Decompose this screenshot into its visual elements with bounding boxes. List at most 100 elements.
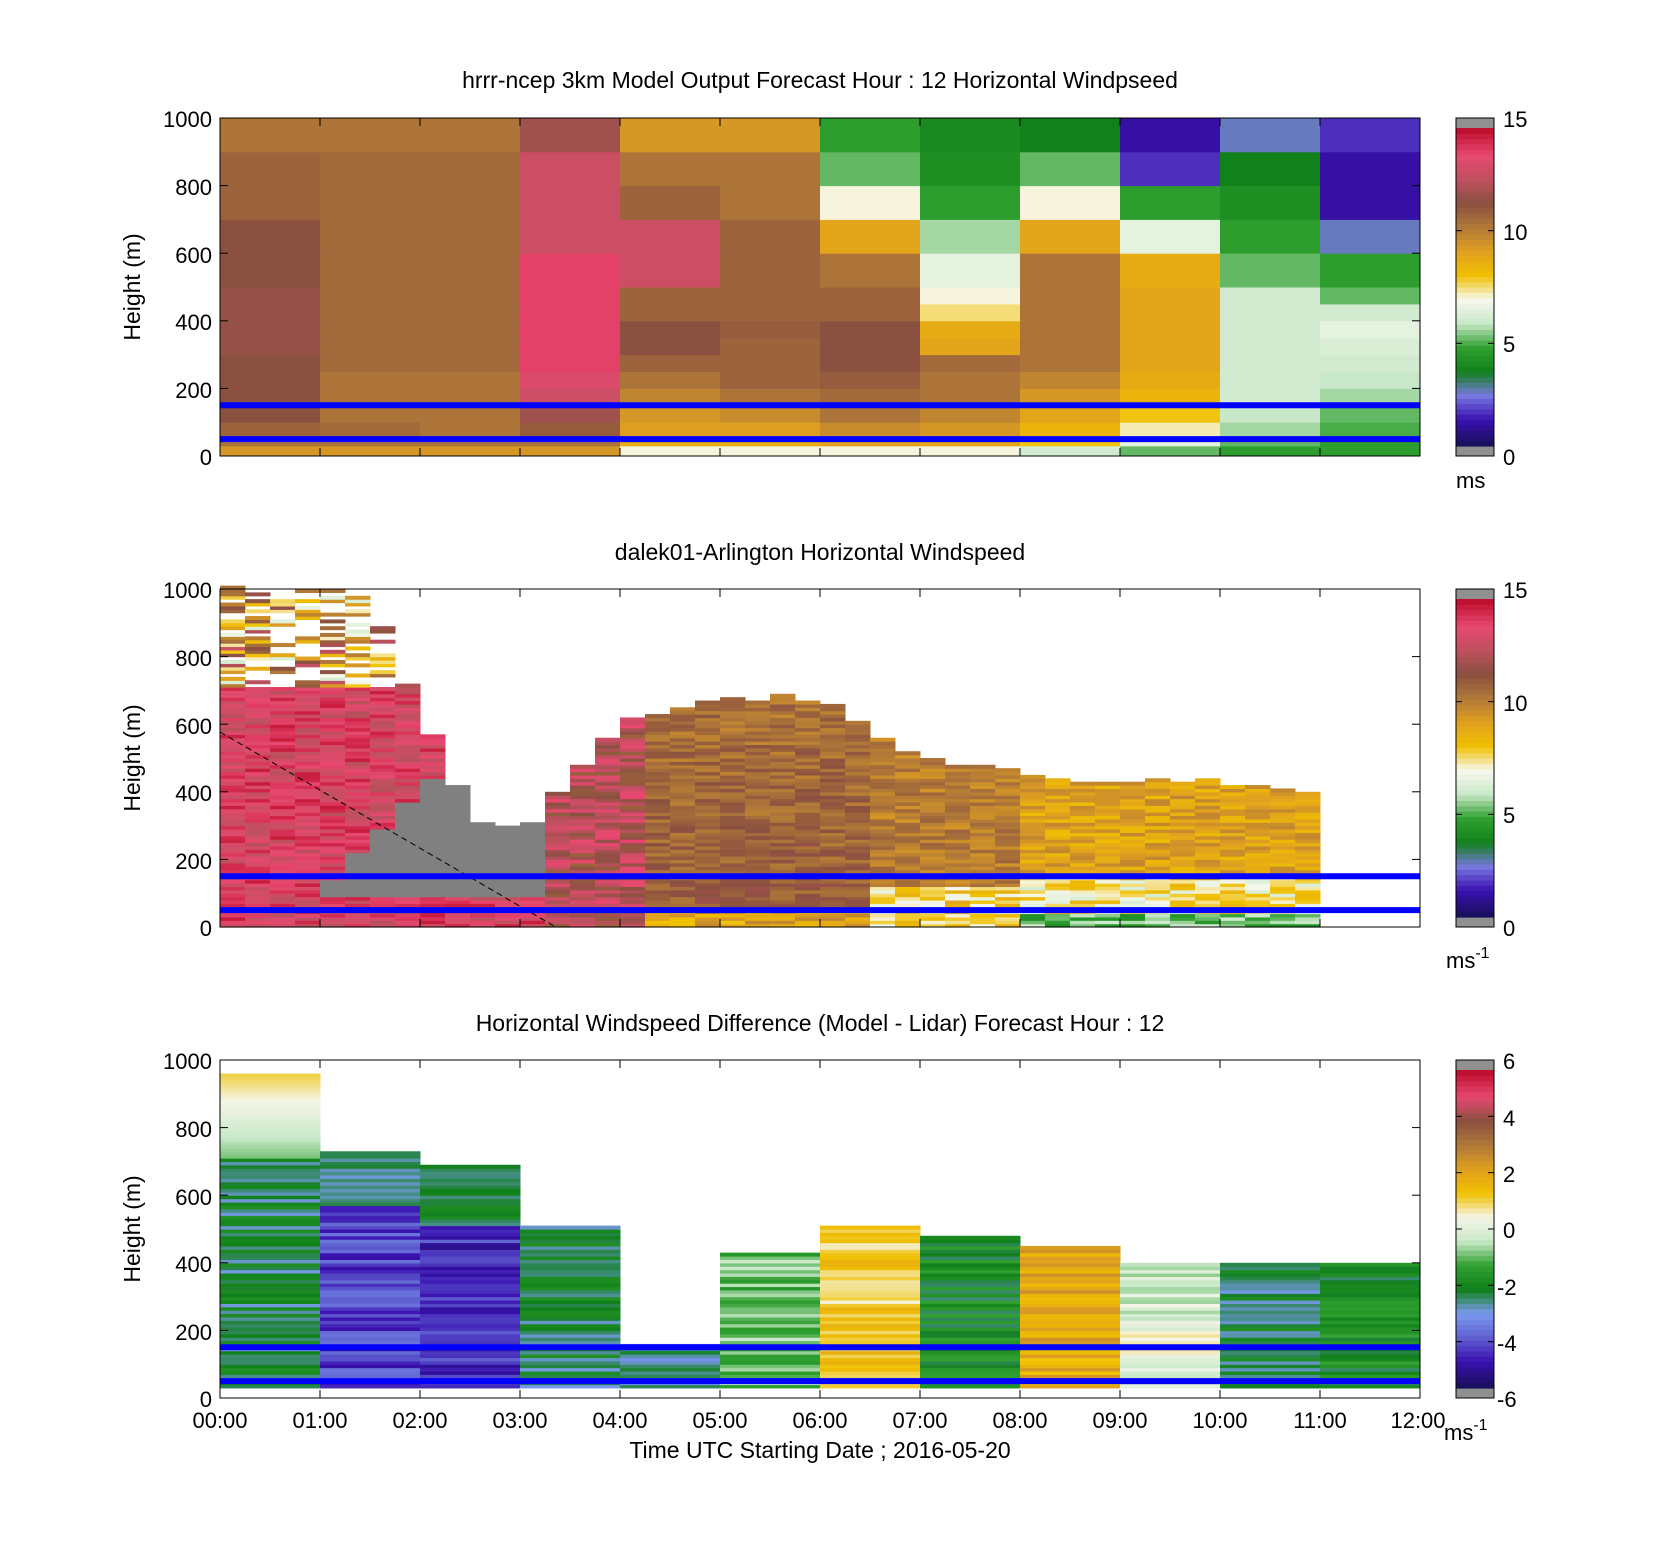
heatmap-cell [545, 896, 571, 901]
heatmap-cell [445, 812, 471, 817]
heatmap-cell [1195, 913, 1221, 918]
heatmap-cell [445, 866, 471, 871]
heatmap-cell [945, 849, 971, 854]
heatmap-cell [720, 1340, 821, 1345]
heatmap-cell [245, 758, 271, 762]
heatmap-cell [370, 916, 396, 921]
heatmap-cell [1145, 835, 1171, 840]
heatmap-cell [745, 889, 771, 894]
heatmap-cell [420, 754, 446, 759]
heatmap-cell [770, 761, 796, 766]
heatmap-cell [695, 741, 721, 746]
heatmap-cell [1020, 869, 1046, 874]
heatmap-cell [620, 842, 646, 847]
heatmap-cell [1220, 923, 1246, 928]
heatmap-cell [1220, 1357, 1321, 1362]
heatmap-cell [420, 798, 446, 803]
heatmap-cell [1320, 1272, 1421, 1277]
heatmap-cell [1020, 1276, 1121, 1281]
colorbar-swatch [1456, 779, 1494, 786]
heatmap-cell [520, 303, 621, 322]
heatmap-cell [320, 1191, 421, 1196]
heatmap-cell [395, 710, 421, 715]
heatmap-cell [620, 839, 646, 844]
heatmap-cell [220, 859, 246, 864]
heatmap-cell [570, 815, 596, 820]
heatmap-cell [720, 805, 746, 810]
heatmap-cell [270, 798, 296, 803]
heatmap-cell [1020, 1306, 1121, 1311]
heatmap-cell [720, 1252, 821, 1257]
heatmap-cell [445, 818, 471, 823]
colorbar-swatch [1456, 869, 1494, 876]
heatmap-cell [395, 693, 421, 698]
heatmap-cell [620, 849, 646, 854]
x-tick-label: 05:00 [692, 1408, 747, 1433]
heatmap-cell [220, 1256, 321, 1261]
heatmap-cell [1070, 896, 1096, 901]
heatmap-cell [295, 798, 321, 803]
heatmap-cell [1270, 913, 1296, 918]
heatmap-cell [320, 913, 346, 918]
heatmap-cell [1220, 903, 1246, 908]
heatmap-cell [795, 866, 821, 871]
heatmap-cell [620, 287, 721, 305]
heatmap-cell [1320, 151, 1421, 187]
heatmap-cell [1320, 1313, 1421, 1318]
heatmap-cell [1220, 1337, 1321, 1342]
colorbar-swatch [1456, 614, 1494, 621]
x-axis-label: Time UTC Starting Date ; 2016-05-20 [629, 1437, 1010, 1463]
heatmap-cell [220, 1100, 321, 1105]
heatmap-cell [1195, 856, 1221, 860]
heatmap-cell [220, 1340, 321, 1345]
colorbar-swatch [1456, 1234, 1494, 1241]
heatmap-cell [295, 845, 321, 850]
heatmap-cell [420, 758, 446, 762]
heatmap-cell [395, 764, 421, 769]
heatmap-cell [1270, 788, 1296, 793]
heatmap-cell [1045, 788, 1071, 793]
heatmap-cell [1120, 1370, 1221, 1375]
heatmap-cell [270, 724, 296, 729]
heatmap-cell [320, 822, 346, 827]
heatmap-cell [1045, 818, 1071, 823]
heatmap-cell [1120, 923, 1146, 928]
heatmap-cell [1170, 913, 1196, 918]
colorbar-swatch [1456, 435, 1494, 442]
colorbar-swatch [1456, 287, 1494, 293]
heatmap-cell [370, 835, 396, 840]
heatmap-cell [995, 785, 1021, 790]
heatmap-cell [220, 1367, 321, 1372]
heatmap-cell [820, 710, 846, 715]
heatmap-cell [295, 764, 321, 769]
heatmap-cell [270, 758, 296, 762]
heatmap-cell [1020, 839, 1046, 844]
panel-model-colorbar [1455, 117, 1495, 457]
heatmap-cell [1270, 812, 1296, 817]
heatmap-cell [695, 801, 721, 806]
heatmap-cell [870, 768, 896, 773]
heatmap-cell [270, 889, 296, 894]
heatmap-cell [220, 1229, 321, 1233]
heatmap-cell [770, 899, 796, 904]
heatmap-cell [770, 812, 796, 817]
panel-lidar-y-tick-marks [220, 588, 1420, 928]
heatmap-cell [1220, 388, 1321, 406]
heatmap-cell [1145, 889, 1171, 894]
heatmap-cell [320, 761, 346, 766]
heatmap-cell [320, 1306, 421, 1311]
heatmap-cell [1220, 1310, 1321, 1315]
heatmap-cell [1120, 118, 1221, 153]
heatmap-cell [1145, 852, 1171, 857]
heatmap-cell [320, 185, 421, 220]
heatmap-cell [220, 808, 246, 813]
colorbar-swatch [1456, 784, 1494, 791]
heatmap-cell [1295, 805, 1321, 810]
heatmap-cell [320, 1164, 421, 1169]
heatmap-cell [1095, 801, 1121, 806]
heatmap-cell [420, 320, 521, 339]
heatmap-cell [245, 920, 271, 925]
heatmap-cell [870, 785, 896, 790]
heatmap-cell [620, 883, 646, 888]
heatmap-cell [1245, 828, 1271, 833]
